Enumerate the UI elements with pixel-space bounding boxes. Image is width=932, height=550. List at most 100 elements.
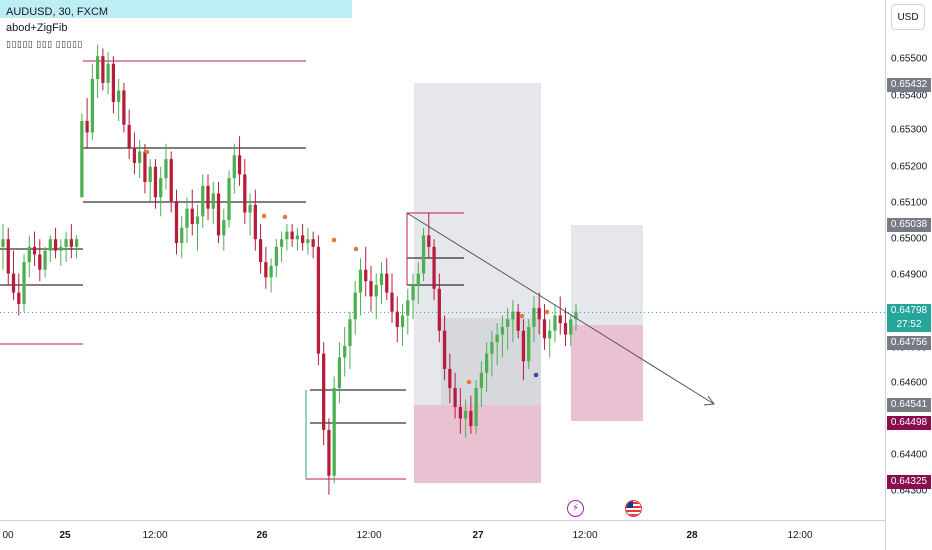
candle-body (138, 151, 142, 163)
candle-body (353, 292, 357, 320)
candle-body (311, 239, 315, 247)
price-tick-label: 0.64900 (891, 269, 928, 281)
candle-body (322, 353, 326, 430)
candle-body (542, 319, 547, 339)
candle-body (222, 220, 226, 236)
time-label: 25 (59, 530, 71, 541)
chart-pane[interactable]: AUDUSD, 30, FXCM abod+ZigFib ▯▯▯▯▯ ▯▯▯ ▯… (0, 0, 885, 520)
candle-body (1, 239, 5, 247)
time-axis[interactable]: 00 25 12:00 26 12:00 27 12:00 28 12:00 (0, 520, 885, 550)
chart-legend: AUDUSD, 30, FXCM abod+ZigFib ▯▯▯▯▯ ▯▯▯ ▯… (6, 4, 108, 52)
candle-body (258, 239, 263, 263)
candle-body (274, 246, 278, 266)
time-label: 27 (472, 530, 484, 541)
price-axis[interactable]: USD 0.65500 0.65400 0.65300 0.65200 0.65100 0… (885, 0, 932, 550)
candle-body (390, 292, 394, 312)
candle-body (521, 330, 526, 362)
indicator-name[interactable]: abod+ZigFib (6, 22, 68, 34)
candle-body (453, 387, 457, 408)
candle-body (216, 193, 221, 236)
indicator-subtitle: ▯▯▯▯▯ ▯▯▯ ▯▯▯▯▯ (6, 39, 83, 49)
candle-body (32, 246, 37, 255)
price-tick-label: 0.64600 (891, 377, 928, 389)
zigzag-pivot-dot (331, 237, 337, 243)
short-position-profit-zone (571, 325, 643, 421)
candle-body (316, 246, 321, 354)
price-chart-canvas[interactable] (0, 0, 885, 520)
candle-body (48, 239, 52, 251)
us-flag-event-icon[interactable] (625, 500, 642, 517)
candle-body (22, 262, 26, 305)
price-tag-countdown: 27:52 (887, 318, 931, 332)
candle-body (227, 178, 231, 221)
candle-body (101, 56, 105, 83)
price-tag-red: 0.64325 (887, 475, 931, 489)
price-tag-grey: 0.64541 (887, 398, 931, 412)
long-position-profit-zone (414, 83, 541, 405)
us-flag-glyph (626, 501, 641, 516)
price-tick-label: 0.65200 (891, 161, 928, 173)
candle-body (169, 159, 173, 202)
candle-body (27, 246, 31, 263)
candle-body (11, 273, 16, 293)
candle-body (395, 311, 399, 327)
candle-body (437, 288, 441, 331)
time-label: 12:00 (142, 530, 168, 541)
candle-body (479, 372, 484, 388)
candle-body (469, 410, 473, 427)
candle-body (206, 185, 210, 209)
zigzag-pivot-dot (144, 149, 150, 155)
lightning-glyph: ⚡ (571, 503, 580, 514)
candle-body (148, 166, 152, 182)
zigzag-pivot-dot (353, 246, 359, 252)
candle-body (143, 151, 147, 182)
zigzag-pivot-dot (533, 372, 539, 378)
candle-body (442, 330, 447, 369)
candle-body (232, 155, 236, 179)
candle-body (374, 284, 378, 297)
time-label: 00 (2, 530, 14, 541)
price-tick-label: 0.65000 (891, 233, 928, 245)
candle-body (38, 254, 42, 270)
candle-body (122, 90, 126, 125)
price-tag-grey: 0.65038 (887, 218, 931, 232)
candle-body (527, 326, 531, 362)
time-label: 12:00 (572, 530, 598, 541)
candle-body (416, 273, 420, 285)
lightning-event-icon[interactable]: ⚡ (567, 500, 584, 517)
zigzag-pivot-dot (544, 309, 550, 315)
candle-body (237, 155, 242, 175)
currency-button[interactable]: USD (891, 4, 925, 30)
candle-body (490, 342, 494, 354)
time-label: 12:00 (356, 530, 382, 541)
short-position-loss-zone (571, 225, 643, 325)
candle-body (117, 90, 121, 102)
candle-body (153, 166, 158, 198)
candle-body (264, 262, 268, 278)
candle-body (516, 311, 520, 331)
candle-body (500, 326, 505, 335)
candle-body (290, 231, 294, 240)
candle-body (448, 368, 452, 388)
candle-body (6, 239, 10, 274)
candle-body (111, 63, 116, 102)
candle-body (348, 319, 352, 346)
candle-body (400, 315, 405, 327)
candle-body (332, 387, 336, 476)
symbol-title[interactable]: AUDUSD, 30, FXCM (6, 6, 109, 18)
candle-body (385, 273, 389, 293)
candle-body (269, 265, 273, 278)
candle-body (558, 315, 562, 324)
price-tag-grey: 0.64756 (887, 336, 931, 350)
candle-body (532, 307, 536, 327)
candle-body (548, 330, 552, 339)
candle-body (74, 239, 79, 247)
candle-body (421, 235, 426, 274)
candle-body (411, 284, 415, 301)
price-tag-red: 0.64498 (887, 416, 931, 430)
time-label: 26 (256, 530, 268, 541)
candle-body (295, 235, 300, 240)
candle-body (59, 246, 63, 251)
candle-body (180, 227, 184, 244)
candle-body (69, 239, 73, 247)
